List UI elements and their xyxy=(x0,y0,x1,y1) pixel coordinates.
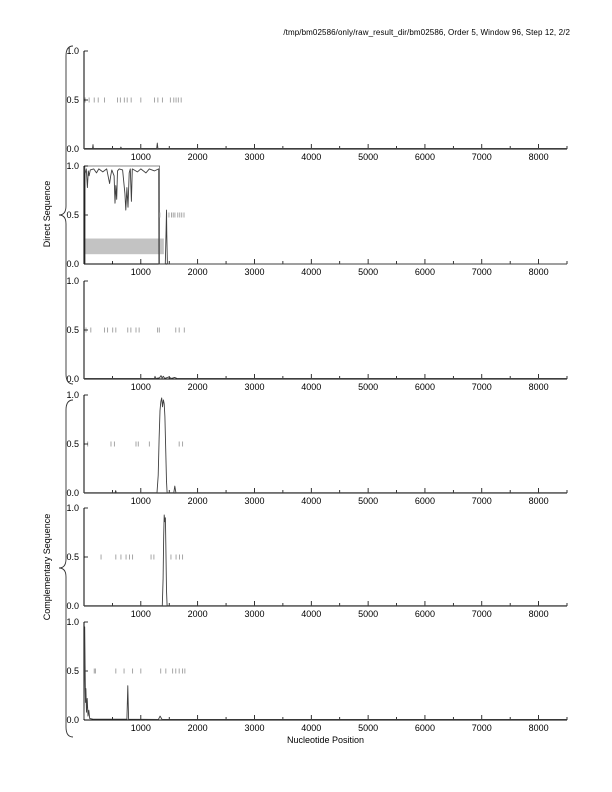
x-tick-label: 4000 xyxy=(301,723,321,733)
x-tick-label: 6000 xyxy=(415,382,435,392)
x-tick-label: 6000 xyxy=(415,609,435,619)
x-tick-label: 5000 xyxy=(358,382,378,392)
plot-title: /tmp/bm02586/only/raw_result_dir/bm02586… xyxy=(283,28,570,37)
x-tick-label: 4000 xyxy=(301,609,321,619)
x-tick-label: 1000 xyxy=(131,267,151,277)
x-tick-label: 8000 xyxy=(529,382,549,392)
y-tick-label: 0.5 xyxy=(66,666,79,676)
y-tick-label: 1.0 xyxy=(66,46,79,56)
y-tick-label: 0.0 xyxy=(66,259,79,269)
probability-curve xyxy=(83,626,567,720)
x-tick-label: 4000 xyxy=(301,152,321,162)
x-tick-label: 8000 xyxy=(529,609,549,619)
x-tick-label: 1000 xyxy=(131,723,151,733)
x-tick-label: 5000 xyxy=(358,267,378,277)
x-tick-label: 3000 xyxy=(244,609,264,619)
y-tick-label: 0.5 xyxy=(66,439,79,449)
x-tick-label: 1000 xyxy=(131,152,151,162)
x-tick-label: 2000 xyxy=(188,609,208,619)
y-tick-label: 0.0 xyxy=(66,144,79,154)
x-tick-label: 1000 xyxy=(131,382,151,392)
complementary-group-brace xyxy=(58,399,74,738)
y-tick-label: 0.0 xyxy=(66,488,79,498)
x-tick-label: 6000 xyxy=(415,152,435,162)
x-tick-label: 3000 xyxy=(244,152,264,162)
x-tick-label: 6000 xyxy=(415,267,435,277)
x-tick-label: 8000 xyxy=(529,723,549,733)
y-tick-label: 0.0 xyxy=(66,374,79,384)
x-axis-label: Nucleotide Position xyxy=(286,735,365,745)
panel-3-direct-frame-3: 1000 2000 3000 4000 5000 6000 7000 8000 0.0 0.5 1.… xyxy=(66,276,568,392)
x-tick-label: 7000 xyxy=(472,382,492,392)
panel-6-complementary-frame-3: 1000 2000 3000 4000 5000 6000 7000 8000 0.0 0.5 1.… xyxy=(66,617,568,733)
x-tick-label: 3000 xyxy=(244,267,264,277)
gene-prediction-bar xyxy=(84,238,164,255)
y-tick-label: 1.0 xyxy=(66,390,79,400)
x-tick-label: 5000 xyxy=(358,152,378,162)
y-tick-label: 0.5 xyxy=(66,95,79,105)
x-tick-label: 4000 xyxy=(301,496,321,506)
y-tick-label: 1.0 xyxy=(66,276,79,286)
x-tick-label: 5000 xyxy=(358,496,378,506)
x-tick-label: 6000 xyxy=(415,723,435,733)
x-tick-label: 7000 xyxy=(472,723,492,733)
x-tick-label: 2000 xyxy=(188,496,208,506)
y-tick-label: 0.5 xyxy=(66,552,79,562)
x-tick-label: 2000 xyxy=(188,267,208,277)
x-tick-label: 8000 xyxy=(529,267,549,277)
x-tick-label: 6000 xyxy=(415,496,435,506)
x-tick-label: 5000 xyxy=(358,723,378,733)
group-label-direct-sequence: Direct Sequence xyxy=(42,180,52,248)
panel-5-complementary-frame-2: 1000 2000 3000 4000 5000 6000 7000 8000 0.0 0.5 1.… xyxy=(66,503,568,619)
panel-1-direct-frame-1: 1000 2000 3000 4000 5000 6000 7000 8000 0.0 0.5 1.… xyxy=(66,46,568,162)
x-tick-label: 4000 xyxy=(301,267,321,277)
x-tick-label: 4000 xyxy=(301,382,321,392)
panel-2-direct-frame-2: 1000 2000 3000 4000 5000 6000 7000 8000 0.0 0.5 1.… xyxy=(66,161,568,277)
y-tick-label: 1.0 xyxy=(66,161,79,171)
y-tick-label: 1.0 xyxy=(66,503,79,513)
probability-curve xyxy=(84,514,567,607)
x-tick-label: 3000 xyxy=(244,382,264,392)
x-tick-label: 1000 xyxy=(131,609,151,619)
y-tick-label: 1.0 xyxy=(66,617,79,627)
x-tick-label: 7000 xyxy=(472,609,492,619)
x-tick-label: 8000 xyxy=(529,496,549,506)
y-tick-label: 0.5 xyxy=(66,210,79,220)
x-tick-label: 1000 xyxy=(131,496,151,506)
y-tick-label: 0.0 xyxy=(66,715,79,725)
x-tick-label: 7000 xyxy=(472,152,492,162)
y-tick-label: 0.0 xyxy=(66,601,79,611)
x-tick-label: 3000 xyxy=(244,496,264,506)
x-tick-label: 5000 xyxy=(358,609,378,619)
panel-4-complementary-frame-1: 1000 2000 3000 4000 5000 6000 7000 8000 0.0 0.5 1.… xyxy=(66,390,568,506)
probability-curve xyxy=(84,375,567,379)
x-tick-label: 2000 xyxy=(188,152,208,162)
x-tick-label: 2000 xyxy=(188,723,208,733)
probability-curve xyxy=(84,142,567,149)
group-label-complementary-sequence: Complementary Sequence xyxy=(42,513,52,621)
x-tick-label: 2000 xyxy=(188,382,208,392)
direct-group-brace xyxy=(58,45,74,385)
x-tick-label: 8000 xyxy=(529,152,549,162)
x-tick-label: 3000 xyxy=(244,723,264,733)
y-tick-label: 0.5 xyxy=(66,325,79,335)
x-tick-label: 7000 xyxy=(472,267,492,277)
x-tick-label: 7000 xyxy=(472,496,492,506)
probability-curve xyxy=(84,168,567,265)
probability-curve xyxy=(84,397,567,494)
